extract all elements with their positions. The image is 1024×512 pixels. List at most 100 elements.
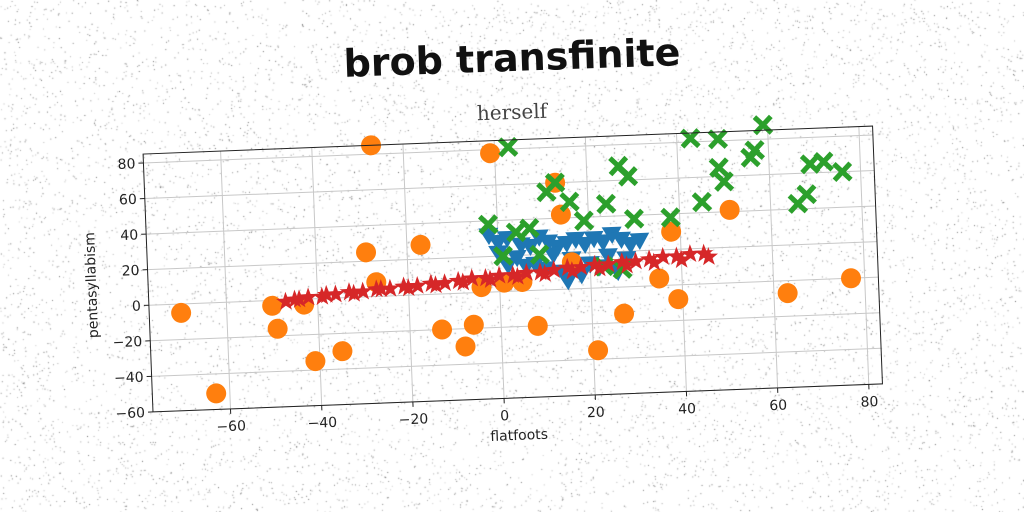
data-point-star (344, 283, 364, 303)
data-point-circle (410, 234, 431, 255)
x-ticks: −60 −40 −20 0 20 40 60 80 (216, 384, 879, 435)
data-point-circle (262, 295, 283, 316)
data-point-x (595, 193, 617, 215)
data-point-star (626, 251, 646, 270)
y-tick-label: −60 (115, 405, 145, 422)
data-point-star (407, 275, 427, 295)
y-tick-label: 80 (117, 156, 135, 173)
data-point-x (707, 128, 729, 150)
data-point-star (326, 284, 346, 303)
y-tick-label: −20 (112, 334, 142, 351)
data-point-circle (305, 351, 326, 372)
data-point-circle (432, 319, 453, 340)
x-grid-line (858, 126, 870, 385)
data-point-x (708, 157, 730, 178)
data-point-circle (267, 318, 288, 339)
data-point-triangle (557, 272, 578, 291)
data-point-circle (614, 303, 635, 324)
data-point-circle (332, 341, 353, 362)
data-point-x (713, 171, 735, 192)
y-tick-label: 60 (119, 192, 137, 209)
data-point-circle (719, 199, 740, 220)
data-point-star (426, 275, 446, 294)
data-point-star (371, 279, 391, 298)
data-point-star (562, 261, 582, 280)
x-grid-line (402, 144, 414, 402)
data-point-star (535, 263, 555, 283)
data-point-x (813, 151, 834, 172)
data-point-circle (649, 268, 670, 289)
data-point-triangle (629, 232, 650, 251)
data-point-x (573, 210, 595, 232)
data-point-star (699, 247, 719, 266)
data-point-circle (480, 143, 501, 164)
data-point-x (796, 184, 817, 205)
data-point-circle (668, 289, 689, 310)
x-tick-label: −60 (216, 418, 246, 435)
x-tick-label: 0 (500, 408, 510, 424)
data-point-star (435, 273, 455, 292)
data-point-star (544, 260, 564, 279)
data-point-star (598, 254, 618, 273)
data-point-star (316, 284, 336, 304)
data-point-circle (455, 336, 476, 357)
data-point-circle (550, 204, 571, 225)
y-grid-line (146, 205, 876, 235)
x-tick-label: 20 (587, 405, 605, 422)
data-point-x (478, 214, 499, 235)
x-tick-label: 60 (769, 398, 787, 415)
axes-frame (142, 125, 883, 413)
data-point-x (544, 172, 566, 194)
y-tick-label: −40 (114, 370, 144, 387)
data-point-star (617, 255, 637, 274)
data-point-x (691, 191, 713, 213)
plot-area: −60 −40 −20 0 20 40 60 80 −60 −40 −20 0 20 40 60 80 fl… (82, 114, 883, 445)
data-point-x (680, 128, 701, 149)
y-tick-label: 0 (132, 299, 142, 315)
y-tick-label: 20 (121, 263, 139, 280)
data-point-star (589, 258, 609, 277)
data-point-triangle (601, 226, 622, 244)
data-point-star (398, 278, 418, 297)
data-point-triangle (543, 246, 564, 265)
x-tick-label: 40 (678, 401, 696, 418)
y-ticks: −60 −40 −20 0 20 40 60 80 (112, 156, 154, 422)
y-tick-label: 40 (120, 227, 138, 244)
data-point-x (832, 161, 853, 182)
data-point-x (559, 191, 580, 213)
data-point-star (680, 244, 700, 263)
data-point-star (353, 281, 373, 300)
data-point-star (298, 287, 318, 306)
data-point-circle (777, 283, 798, 304)
data-point-star (517, 262, 537, 282)
x-tick-label: −40 (307, 415, 337, 432)
data-point-x (529, 244, 550, 265)
data-point-star (480, 269, 500, 288)
data-point-star (276, 291, 296, 311)
data-point-star (571, 257, 591, 276)
data-point-x (752, 114, 774, 136)
data-point-star (312, 286, 332, 306)
data-point-star (289, 289, 309, 308)
data-point-triangle (610, 231, 631, 249)
data-point-x (660, 207, 681, 228)
data-point-triangle (537, 234, 558, 252)
data-point-triangle (592, 234, 613, 252)
x-grid-line (220, 151, 231, 409)
data-point-star (380, 278, 400, 298)
data-point-circle (171, 302, 192, 323)
data-point-triangle (519, 238, 540, 257)
data-point-x (497, 136, 519, 158)
data-point-x (617, 166, 639, 187)
data-point-star (508, 266, 528, 286)
x-axis-label: flatfoots (490, 427, 548, 445)
y-grid-line (144, 169, 875, 200)
data-point-x (505, 222, 527, 243)
data-point-x (519, 218, 540, 239)
x-tick-label: 80 (860, 394, 878, 411)
data-point-star (653, 246, 673, 266)
data-point-star (453, 272, 473, 291)
data-point-circle (206, 383, 227, 404)
data-point-circle (527, 315, 548, 336)
